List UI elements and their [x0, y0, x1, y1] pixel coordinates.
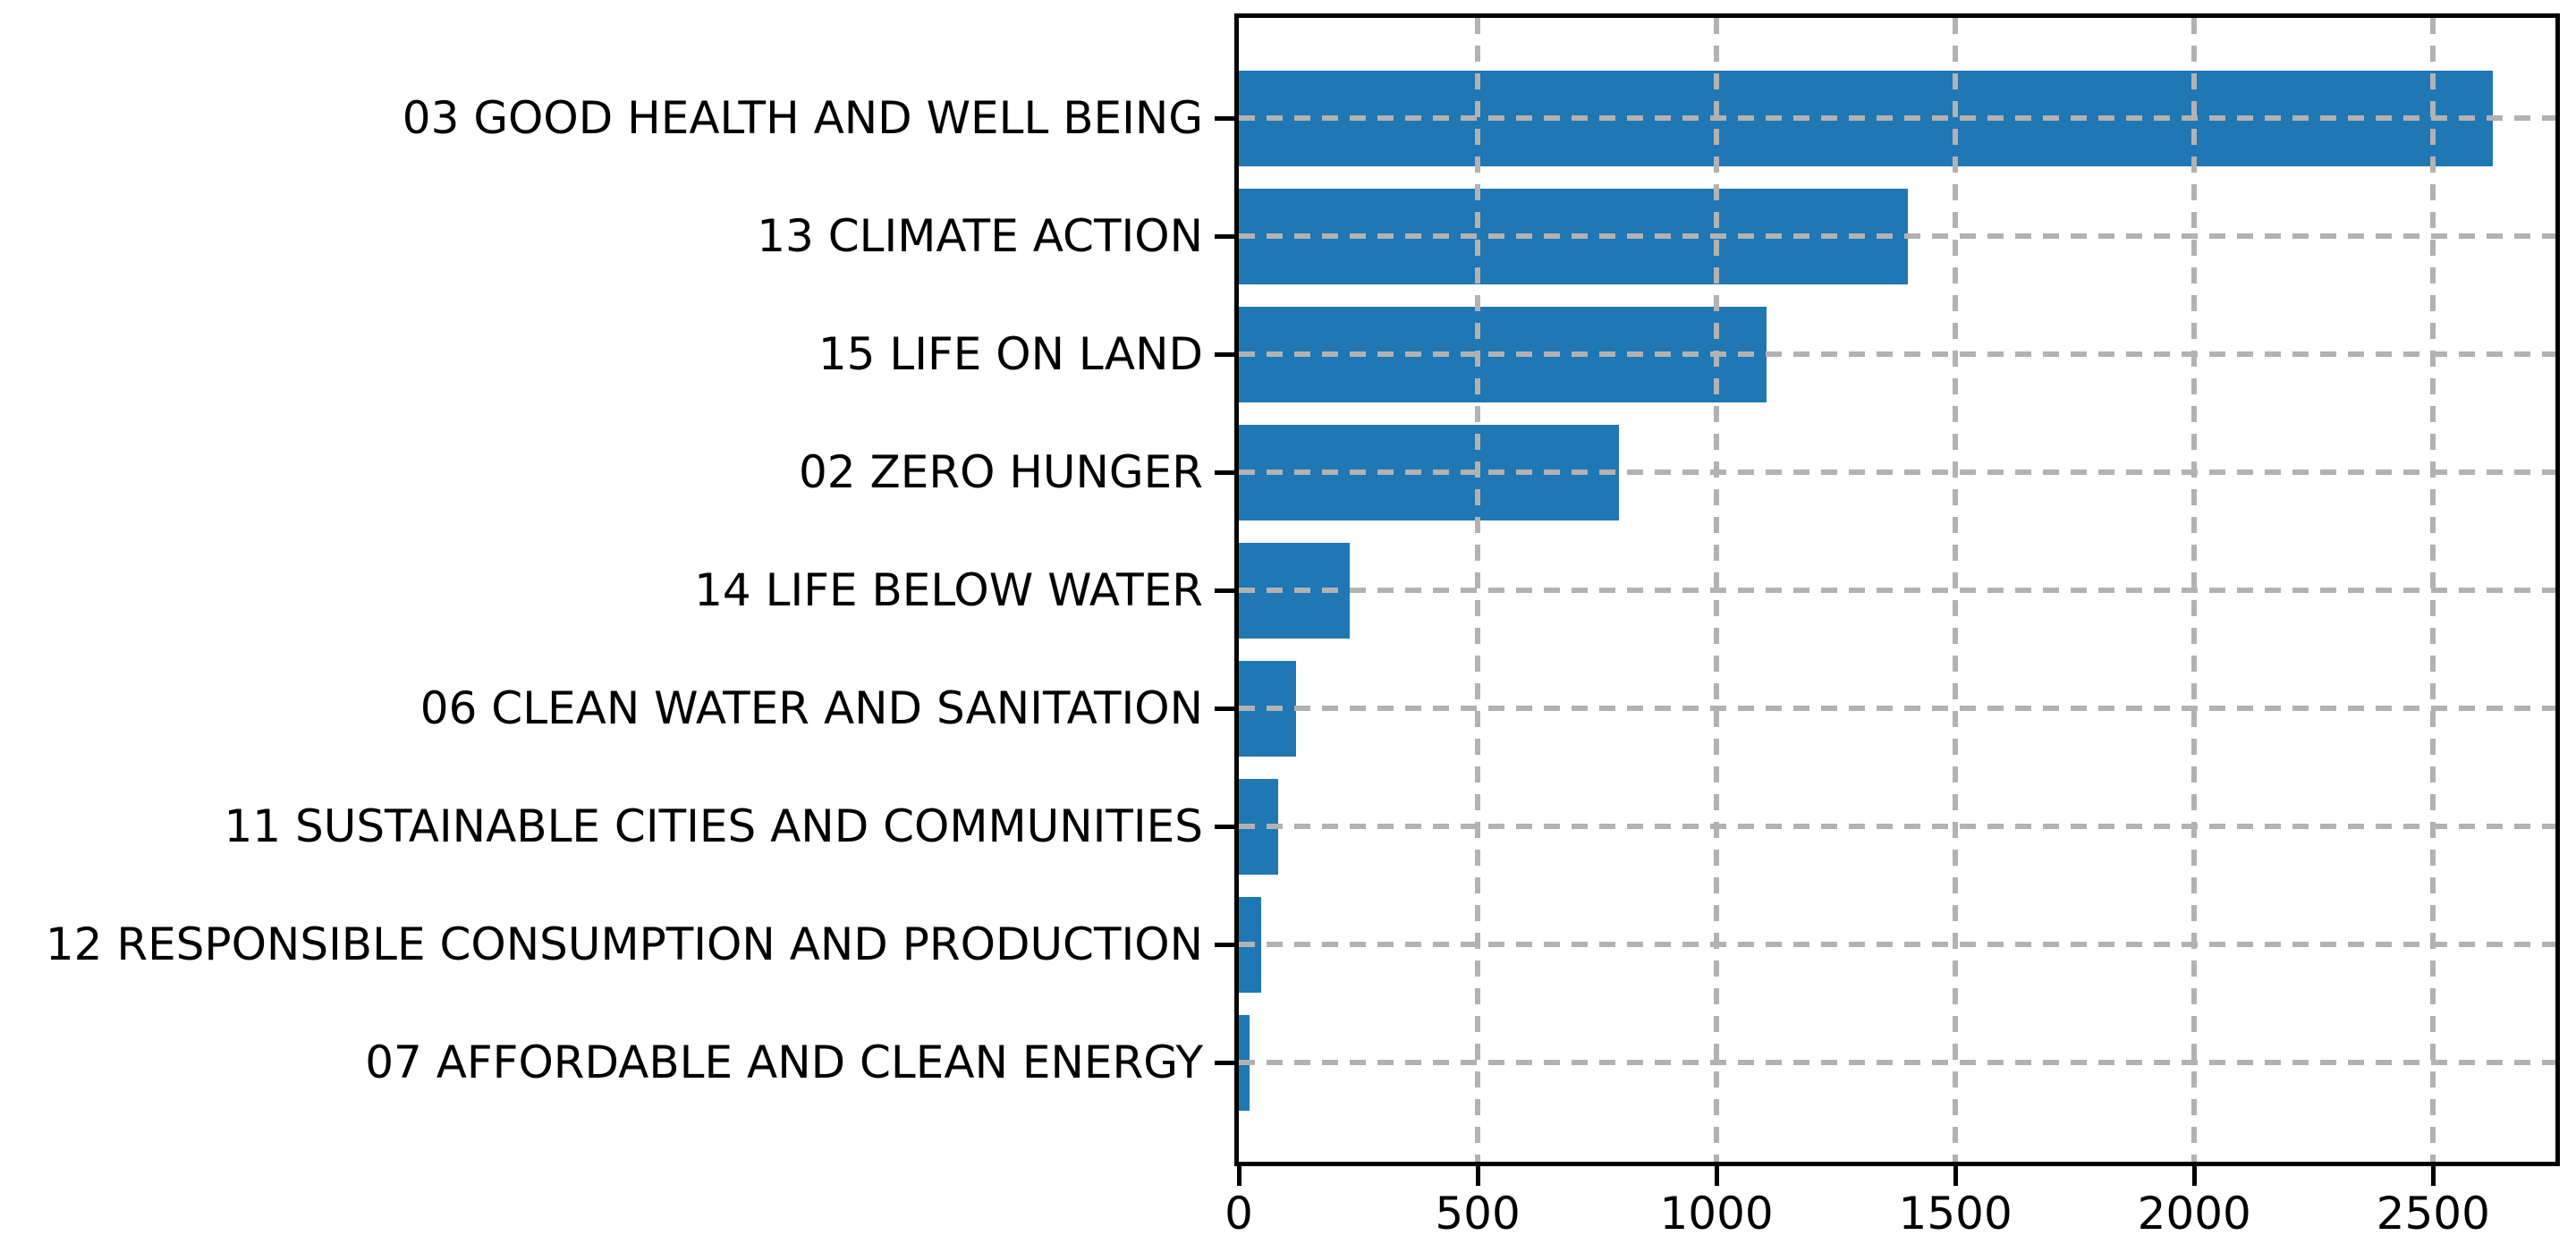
x-tick-label: 1000: [1659, 1188, 1774, 1240]
y-category-label: 07 AFFORDABLE AND CLEAN ENERGY: [365, 1037, 1203, 1088]
x-tick-mark: [1953, 1166, 1958, 1186]
y-tick-mark: [1215, 351, 1234, 357]
v-gridline: [1714, 18, 1720, 1162]
y-category-label: 11 SUSTAINABLE CITIES AND COMMUNITIES: [224, 800, 1203, 852]
y-tick-mark: [1215, 824, 1234, 829]
h-gridline: [1239, 115, 2555, 121]
y-category-label: 13 CLIMATE ACTION: [757, 210, 1203, 262]
x-tick-mark: [2430, 1166, 2436, 1186]
h-gridline: [1239, 470, 2555, 475]
y-tick-mark: [1215, 1060, 1234, 1065]
h-gridline: [1239, 351, 2555, 357]
y-category-label: 14 LIFE BELOW WATER: [694, 564, 1203, 616]
h-gridline: [1239, 706, 2555, 711]
x-tick-label: 2000: [2137, 1188, 2251, 1240]
h-gridline: [1239, 233, 2555, 239]
y-tick-mark: [1215, 706, 1234, 711]
grid-layer: [1239, 18, 2555, 1162]
v-gridline: [1953, 18, 1959, 1162]
x-tick-label: 500: [1435, 1188, 1521, 1240]
y-tick-mark: [1215, 115, 1234, 121]
y-tick-mark: [1215, 942, 1234, 947]
x-tick-mark: [1714, 1166, 1719, 1186]
h-gridline: [1239, 1060, 2555, 1065]
plot-area: [1234, 13, 2560, 1166]
y-category-label: 06 CLEAN WATER AND SANITATION: [419, 682, 1203, 734]
x-tick-label: 2500: [2376, 1188, 2490, 1240]
v-gridline: [2430, 18, 2436, 1162]
y-category-label: 15 LIFE ON LAND: [818, 328, 1203, 380]
y-category-label: 12 RESPONSIBLE CONSUMPTION AND PRODUCTIO…: [45, 918, 1203, 970]
y-tick-mark: [1215, 588, 1234, 593]
h-gridline: [1239, 588, 2555, 593]
h-gridline: [1239, 942, 2555, 947]
h-gridline: [1239, 824, 2555, 829]
y-tick-mark: [1215, 233, 1234, 239]
x-tick-mark: [1236, 1166, 1241, 1186]
x-tick-label: 0: [1224, 1188, 1253, 1240]
x-tick-mark: [2191, 1166, 2197, 1186]
y-tick-mark: [1215, 470, 1234, 475]
x-tick-label: 1500: [1898, 1188, 2012, 1240]
y-category-label: 02 ZERO HUNGER: [798, 446, 1203, 498]
x-tick-mark: [1475, 1166, 1480, 1186]
v-gridline: [2191, 18, 2198, 1162]
v-gridline: [1475, 18, 1481, 1162]
y-category-label: 03 GOOD HEALTH AND WELL BEING: [402, 92, 1203, 144]
